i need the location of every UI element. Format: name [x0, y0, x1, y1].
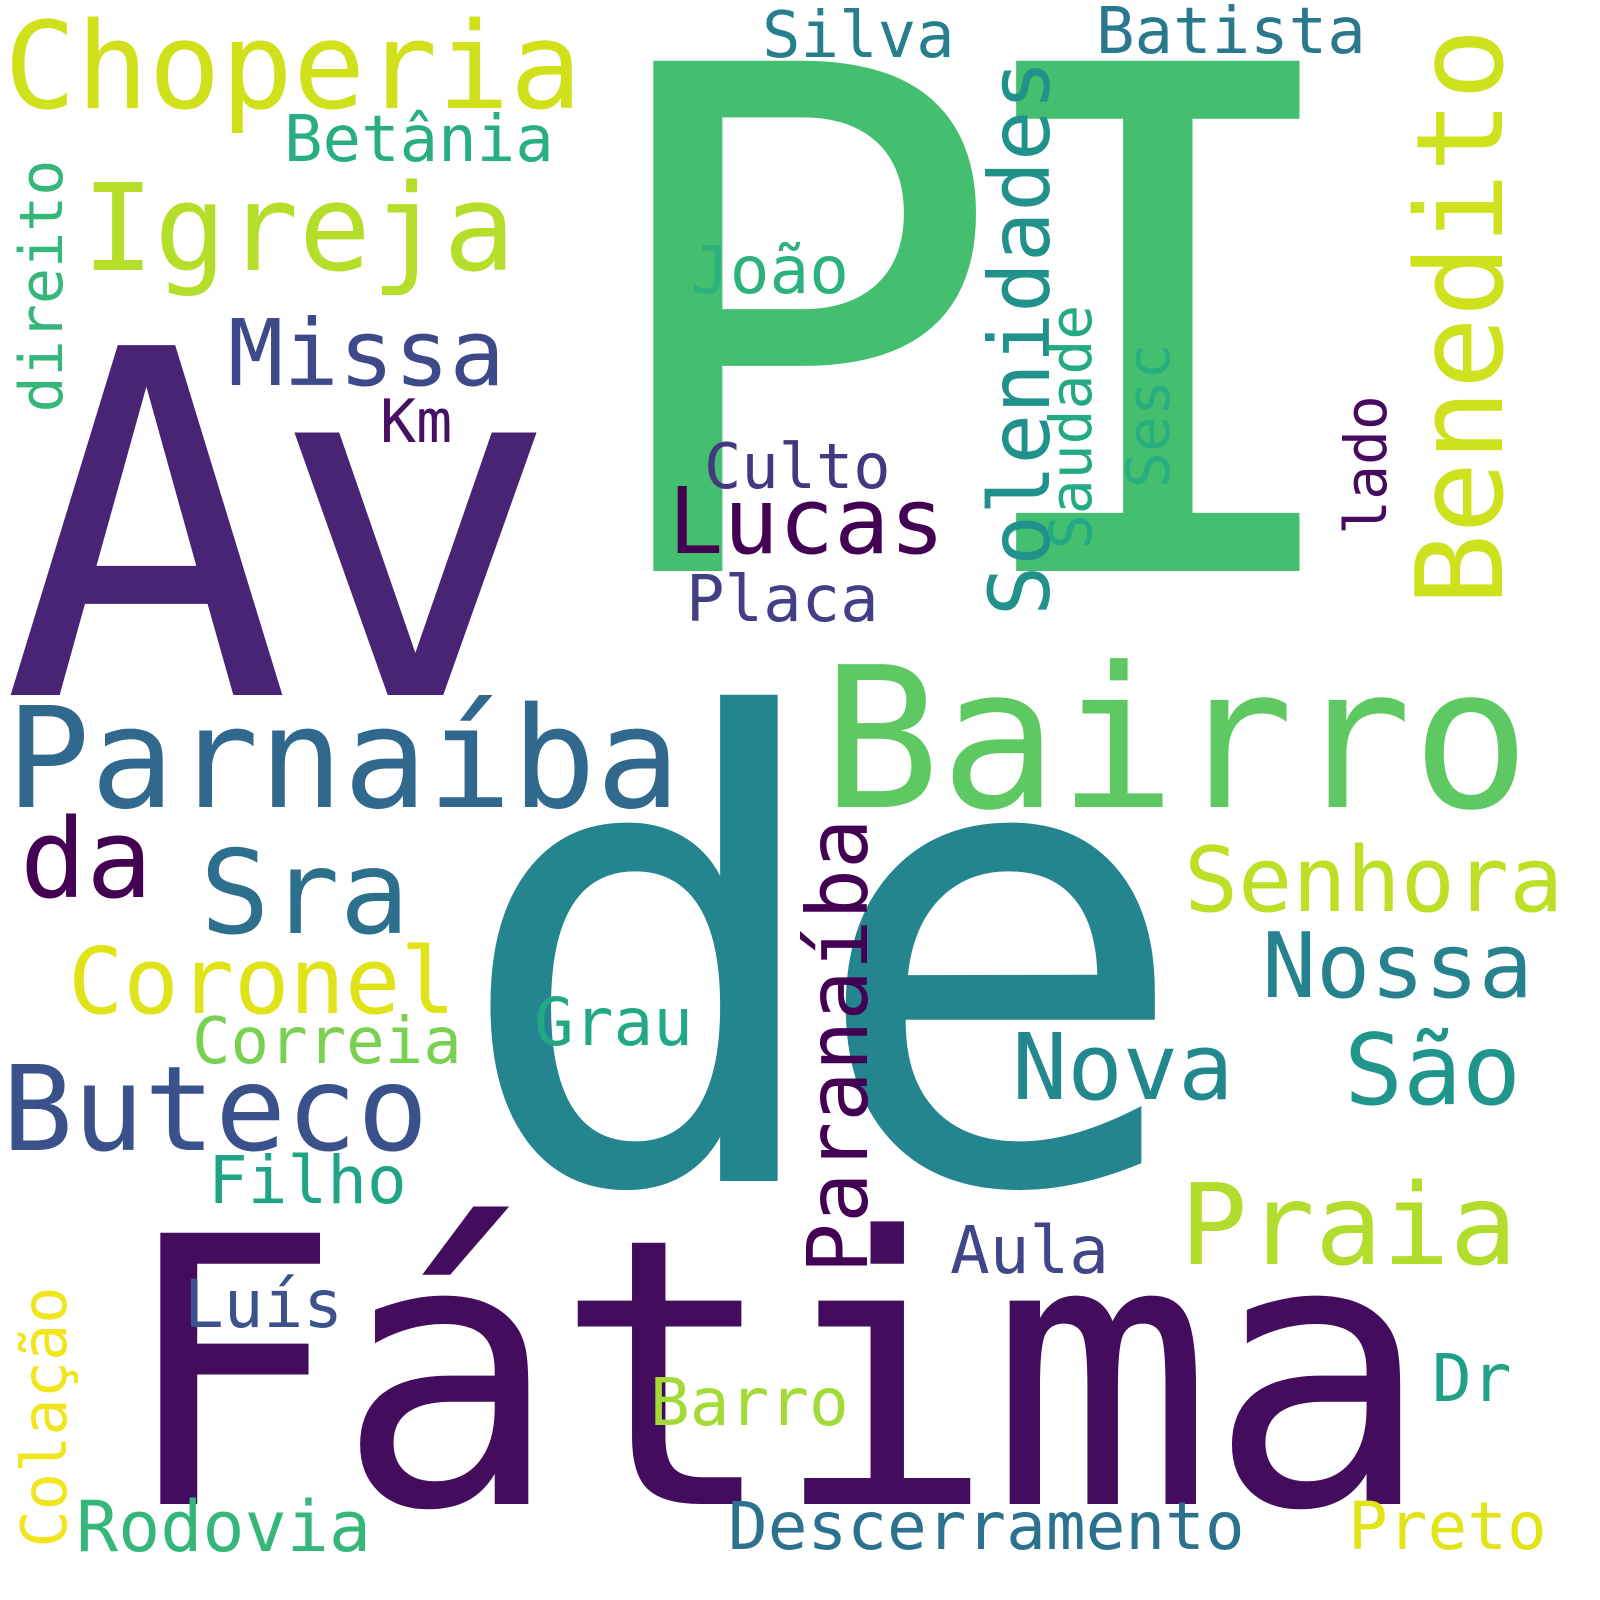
- word-preto: Preto: [1348, 1488, 1547, 1565]
- word-sra: Sra: [200, 826, 410, 961]
- word-buteco: Buteco: [2, 1040, 429, 1178]
- word-lucas: Lucas: [668, 468, 945, 575]
- word-lado: lado: [1332, 395, 1400, 535]
- word-fatima: Fátima: [118, 1159, 1432, 1592]
- word-saudade: Saudade: [1037, 304, 1105, 550]
- word-benedito: Benedito: [1392, 28, 1531, 606]
- word-betania: Betânia: [284, 103, 554, 177]
- word-aula: Aula: [950, 1212, 1109, 1289]
- word-culto: Culto: [704, 430, 891, 503]
- word-dr: Dr: [1432, 1340, 1512, 1417]
- word-barro: Barro: [650, 1364, 849, 1441]
- word-batista: Batista: [1096, 0, 1366, 69]
- word-pi: PI: [586, 0, 1369, 737]
- word-nossa: Nossa: [1262, 914, 1533, 1019]
- word-correia: Correia: [192, 1005, 462, 1079]
- word-senhora: Senhora: [1184, 828, 1564, 933]
- word-colacao: Colação: [8, 1286, 81, 1548]
- word-descerramento: Descerramento: [728, 1488, 1245, 1565]
- word-grau: Grau: [534, 984, 693, 1061]
- word-bairro: Bairro: [822, 626, 1531, 854]
- word-km: Km: [380, 387, 453, 457]
- word-sesc: Sesc: [1114, 343, 1184, 489]
- word-da: da: [20, 795, 153, 923]
- word-luis: Luís: [184, 1266, 343, 1343]
- word-placa: Placa: [686, 563, 879, 637]
- word-sao: São: [1344, 1014, 1522, 1128]
- word-rodovia: Rodovia: [76, 1486, 372, 1568]
- word-av: Av: [2, 250, 560, 809]
- word-silva: Silva: [762, 0, 955, 73]
- word-missa: Missa: [228, 300, 505, 407]
- word-choperia: Choperia: [4, 0, 582, 137]
- word-igreja: Igreja: [82, 160, 516, 299]
- word-direito: direito: [7, 159, 77, 413]
- word-parnaiba: Parnaíba: [6, 678, 681, 841]
- word-joao: João: [690, 232, 849, 309]
- word-nova: Nova: [1012, 1014, 1234, 1121]
- word-coronel: Coronel: [68, 928, 456, 1035]
- word-praia: Praia: [1180, 1161, 1518, 1291]
- word-de: de: [452, 587, 1193, 1332]
- word-paranaiba: Paranaíba: [789, 818, 887, 1274]
- word-filho: Filho: [208, 1142, 407, 1219]
